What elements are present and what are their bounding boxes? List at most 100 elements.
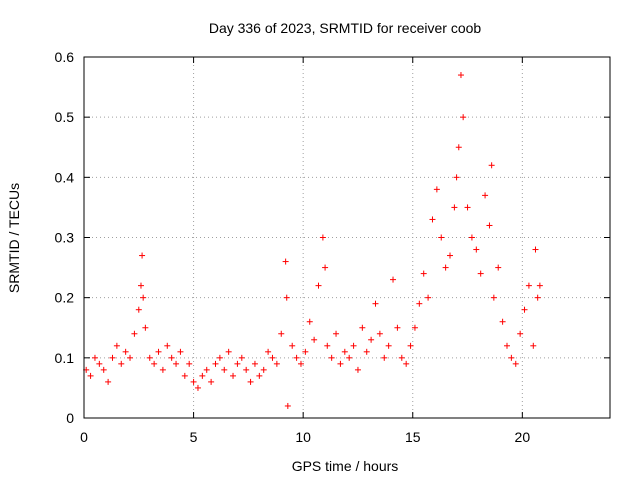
data-point (151, 360, 158, 367)
data-point (234, 360, 241, 367)
data-point (438, 234, 445, 241)
data-point (376, 330, 383, 337)
data-point (488, 162, 495, 169)
x-tick-label: 15 (405, 429, 421, 445)
data-point (302, 348, 309, 355)
grid (84, 57, 610, 418)
data-point (517, 330, 524, 337)
data-point (486, 222, 493, 229)
data-point (350, 342, 357, 349)
data-point (460, 114, 467, 121)
data-point (273, 360, 280, 367)
data-point (372, 300, 379, 307)
data-point (100, 366, 107, 373)
data-point (284, 402, 291, 409)
data-point (131, 330, 138, 337)
data-point (181, 372, 188, 379)
data-point (433, 186, 440, 193)
data-point (346, 354, 353, 361)
data-point (457, 72, 464, 79)
data-point (142, 324, 149, 331)
data-point (447, 252, 454, 259)
data-point (536, 282, 543, 289)
data-point (385, 342, 392, 349)
data-point (482, 192, 489, 199)
data-point (512, 360, 519, 367)
data-point (503, 342, 510, 349)
data-point (238, 354, 245, 361)
data-point (534, 294, 541, 301)
data-point (425, 294, 432, 301)
data-point (173, 360, 180, 367)
y-tick-label: 0.2 (55, 290, 75, 306)
data-point (315, 282, 322, 289)
data-point (265, 348, 272, 355)
data-point (429, 216, 436, 223)
data-point (256, 372, 263, 379)
data-point (464, 204, 471, 211)
data-point (328, 354, 335, 361)
data-point (105, 378, 112, 385)
data-point (381, 354, 388, 361)
data-point (113, 342, 120, 349)
data-point (394, 324, 401, 331)
data-point (473, 246, 480, 253)
x-tick-label: 20 (515, 429, 531, 445)
y-tick-label: 0.3 (55, 230, 75, 246)
y-tick-label: 0.5 (55, 109, 75, 125)
y-tick-label: 0 (66, 410, 74, 426)
data-point (532, 246, 539, 253)
data-point (322, 264, 329, 271)
y-tick-label: 0.6 (55, 49, 75, 65)
data-point (306, 318, 313, 325)
data-point (137, 282, 144, 289)
data-point (297, 360, 304, 367)
data-point (203, 366, 210, 373)
data-point (96, 360, 103, 367)
data-point (390, 276, 397, 283)
data-point (146, 354, 153, 361)
data-point (269, 354, 276, 361)
data-point (341, 348, 348, 355)
data-point (260, 366, 267, 373)
axis-ticks: 0 5 10 15 20 0 0.1 0.2 0.3 0.4 0.5 0.6 (55, 49, 610, 445)
data-point (251, 360, 258, 367)
data-point (230, 372, 237, 379)
data-point (521, 306, 528, 313)
data-point (190, 378, 197, 385)
data-point (194, 384, 201, 391)
data-point (525, 282, 532, 289)
data-point (155, 348, 162, 355)
data-point (118, 360, 125, 367)
data-point (530, 342, 537, 349)
data-point (508, 354, 515, 361)
data-point (159, 366, 166, 373)
data-point (453, 174, 460, 181)
data-point (324, 342, 331, 349)
data-point (109, 354, 116, 361)
y-axis-label: SRMTID / TECUs (6, 183, 22, 293)
data-point (455, 144, 462, 151)
data-point (225, 348, 232, 355)
y-tick-label: 0.4 (55, 169, 75, 185)
data-point (199, 372, 206, 379)
data-point (411, 324, 418, 331)
data-point (363, 348, 370, 355)
data-point (416, 300, 423, 307)
data-point (282, 258, 289, 265)
data-point (495, 264, 502, 271)
data-point (135, 306, 142, 313)
data-point (283, 294, 290, 301)
data-point (337, 360, 344, 367)
data-point (221, 366, 228, 373)
x-axis-label: GPS time / hours (292, 458, 399, 474)
data-point (359, 324, 366, 331)
data-point (451, 204, 458, 211)
data-point (490, 294, 497, 301)
x-tick-label: 0 (80, 429, 88, 445)
data-point (212, 360, 219, 367)
data-point (311, 336, 318, 343)
data-point (333, 330, 340, 337)
